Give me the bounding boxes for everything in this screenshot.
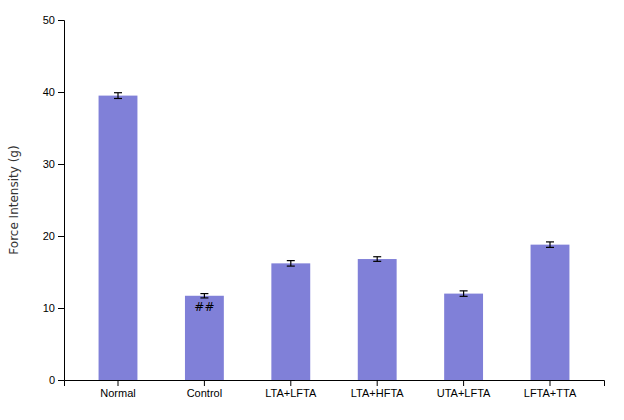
plot: Normal Control LTA+LFTA LTA+HFTA UTA+LFTA LFT…: [7, 14, 605, 399]
error-bar-cap: [373, 256, 381, 257]
bar: [185, 296, 224, 380]
y-tick-mark: [58, 92, 64, 93]
x-tick-mark: [118, 380, 119, 386]
error-bar: [200, 294, 208, 298]
x-tick-label: LFTA+TTA: [524, 387, 577, 399]
x-tick: LTA+HFTA: [351, 380, 405, 399]
error-bar-stem: [377, 257, 378, 262]
x-tick-mark: [290, 380, 291, 386]
error-bar-cap: [460, 296, 468, 297]
x-tick-mark: [204, 380, 205, 386]
error-bar: [460, 291, 468, 296]
x-tick-label: Control: [187, 387, 222, 399]
error-bar-cap: [287, 265, 295, 266]
x-tick: LFTA+TTA: [524, 380, 577, 399]
error-bar-stem: [117, 93, 118, 99]
x-axis-line: [65, 381, 605, 387]
x-tick-label: Normal: [100, 387, 135, 399]
chart-svg: Normal Control LTA+LFTA LTA+HFTA UTA+LFTA LFT…: [0, 0, 624, 420]
error-bar-cap: [114, 98, 122, 99]
y-tick: 30: [43, 158, 64, 170]
bar: [271, 263, 310, 380]
error-bar: [546, 242, 554, 247]
y-tick-mark: [58, 164, 64, 165]
bar: [444, 294, 483, 380]
error-bar-cap: [200, 293, 208, 294]
annotation: ##: [194, 300, 214, 314]
bar: [531, 245, 570, 380]
x-tick-label: LTA+HFTA: [351, 387, 405, 399]
y-tick: 40: [43, 86, 64, 98]
error-bar-stem: [290, 261, 291, 266]
error-bar-cap: [373, 261, 381, 262]
y-tick: 10: [43, 302, 64, 314]
x-tick: Normal: [100, 380, 135, 399]
y-axis: 0 10 20 30 40 50: [43, 14, 65, 386]
error-bar-cap: [114, 92, 122, 93]
y-tick-label: 0: [49, 374, 55, 386]
y-tick: 50: [43, 14, 64, 26]
chart-container: Normal Control LTA+LFTA LTA+HFTA UTA+LFTA LFT…: [0, 0, 624, 420]
y-tick-mark: [58, 308, 64, 309]
bar: [99, 96, 138, 380]
x-tick-mark: [550, 380, 551, 386]
y-tick-label: 40: [43, 86, 55, 98]
error-bar-stem: [463, 291, 464, 296]
y-tick-mark: [58, 380, 64, 381]
x-tick: Control: [187, 380, 222, 399]
y-tick-label: 30: [43, 158, 55, 170]
bar: [358, 259, 397, 380]
y-axis-line: [58, 21, 65, 381]
marks: [99, 93, 570, 380]
y-tick-label: 50: [43, 14, 55, 26]
error-bar-cap: [200, 297, 208, 298]
y-tick-label: 20: [43, 230, 55, 242]
y-tick-mark: [58, 236, 64, 237]
x-tick-label: LTA+LFTA: [265, 387, 317, 399]
error-bar-cap: [546, 241, 554, 242]
y-tick-mark: [58, 20, 64, 21]
y-tick-label: 10: [43, 302, 55, 314]
error-bar-stem: [549, 242, 550, 247]
y-tick: 20: [43, 230, 64, 242]
error-bar: [373, 257, 381, 262]
error-bar-stem: [204, 294, 205, 298]
error-bar: [287, 261, 295, 266]
error-bar: [114, 93, 122, 99]
x-tick: UTA+LFTA: [437, 380, 491, 399]
error-bar-cap: [546, 247, 554, 248]
y-tick: 0: [49, 374, 64, 386]
error-bar-cap: [460, 290, 468, 291]
x-tick-label: UTA+LFTA: [437, 387, 491, 399]
x-axis: Normal Control LTA+LFTA LTA+HFTA UTA+LFTA LFT…: [65, 380, 605, 399]
error-bar-cap: [287, 260, 295, 261]
y-axis-title: Force Intensity (g): [7, 145, 21, 254]
x-tick-mark: [377, 380, 378, 386]
x-tick-mark: [463, 380, 464, 386]
x-tick: LTA+LFTA: [265, 380, 317, 399]
